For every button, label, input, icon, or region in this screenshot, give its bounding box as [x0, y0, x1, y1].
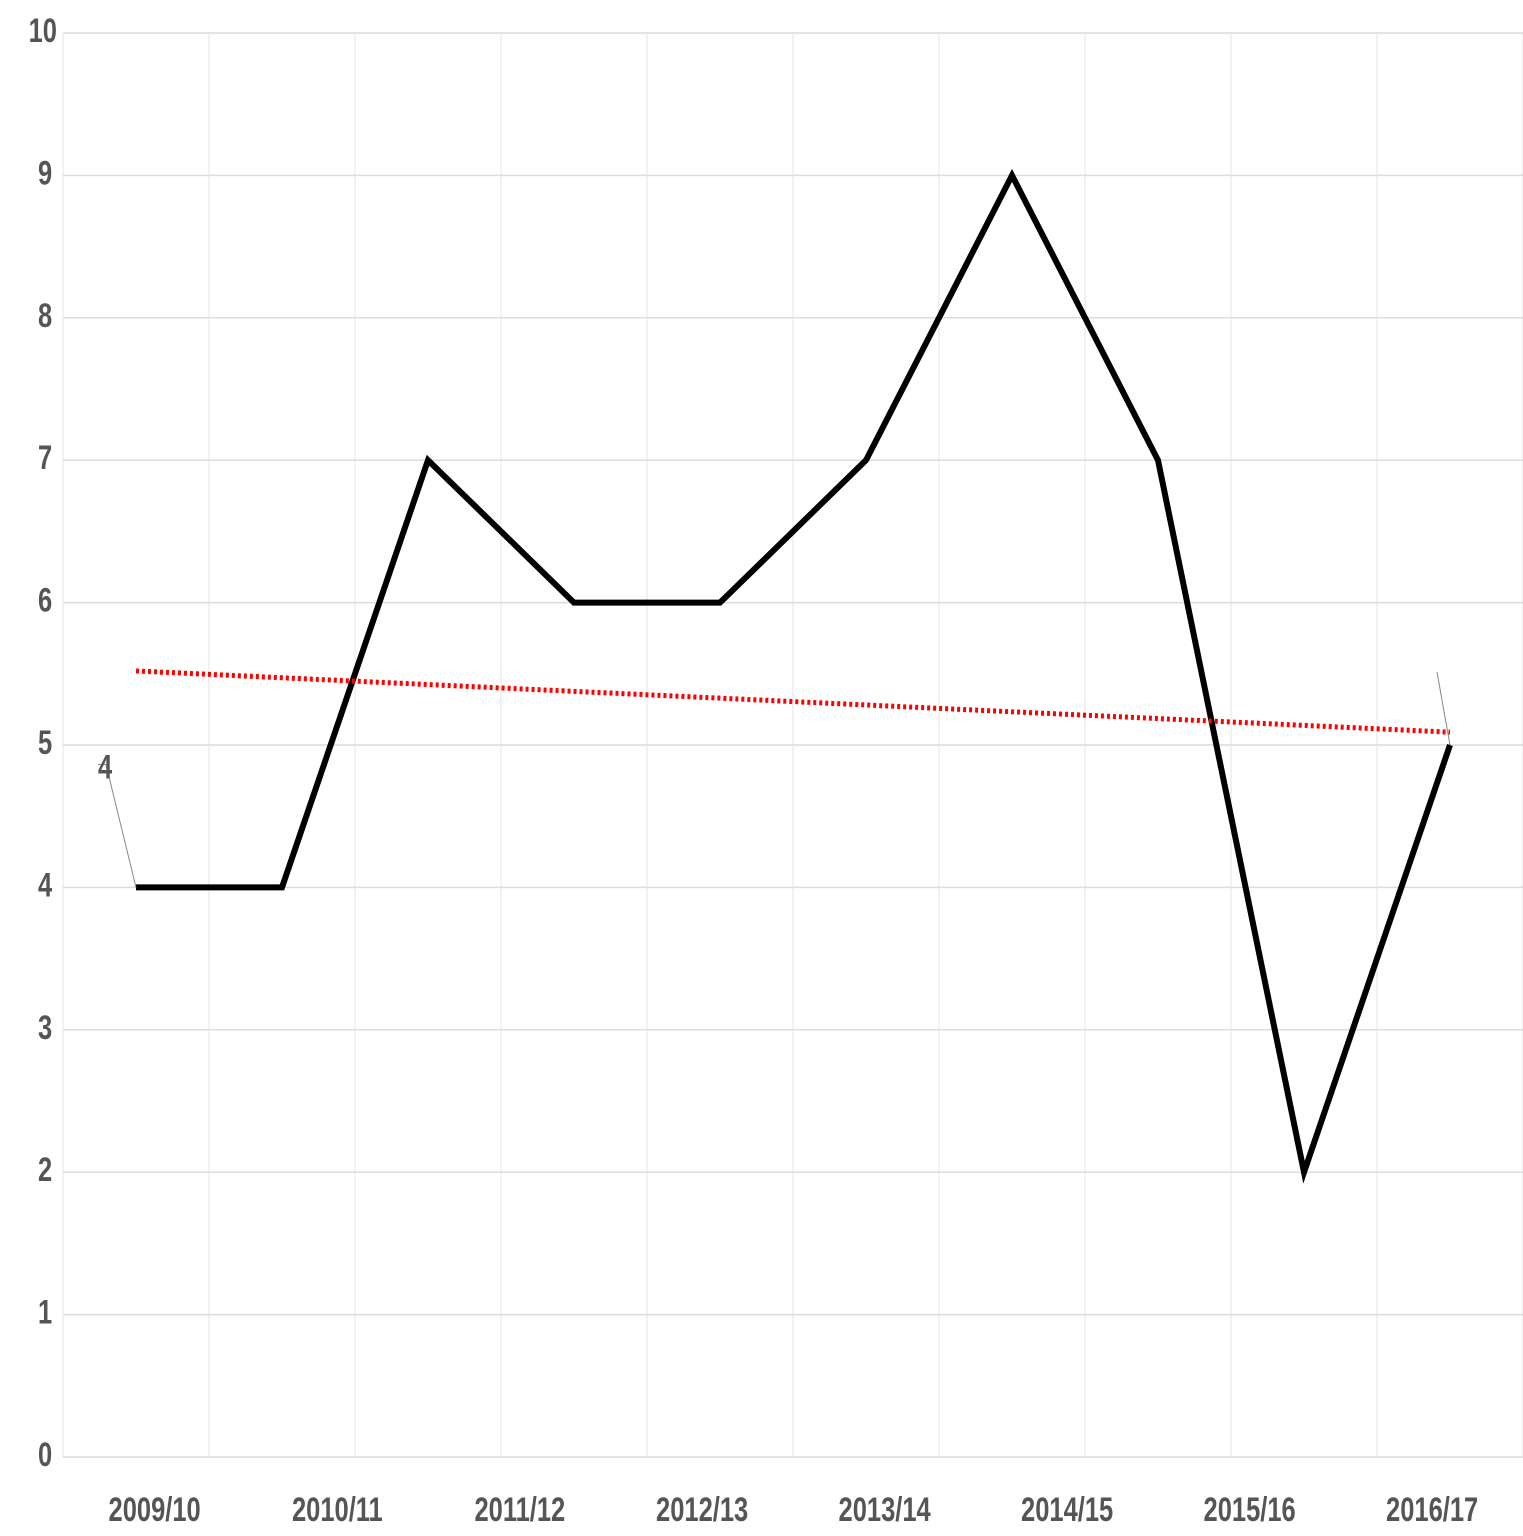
- y-tick-label: 3: [38, 1009, 52, 1046]
- y-tick-label: 1: [38, 1294, 52, 1331]
- y-tick-label: 8: [38, 297, 52, 334]
- y-tick-label: 9: [38, 155, 52, 192]
- data-line: [136, 168, 1453, 1184]
- y-tick-label: 5: [38, 725, 52, 762]
- x-tick-label: 2010/11: [292, 1492, 383, 1529]
- x-tick-label: 2016/17: [1386, 1492, 1478, 1529]
- y-tick-label: 2: [38, 1152, 52, 1189]
- y-tick-label: 4: [38, 867, 52, 904]
- data-label: 4: [98, 749, 112, 786]
- label-leader: [98, 763, 137, 888]
- y-tick-label: 0: [38, 1437, 52, 1474]
- x-tick-label: 2014/15: [1021, 1492, 1113, 1529]
- y-tick-label: 7: [38, 440, 52, 477]
- x-tick-label: 2015/16: [1204, 1492, 1296, 1529]
- x-tick-label: 2013/14: [839, 1492, 931, 1529]
- label-leader: [1436, 671, 1451, 746]
- x-tick-label: 2012/13: [656, 1492, 748, 1529]
- x-tick-label: 2009/10: [109, 1492, 201, 1529]
- y-tick-label: 6: [38, 582, 52, 619]
- x-tick-label: 2011/12: [474, 1492, 565, 1529]
- y-tick-label: 10: [29, 13, 57, 50]
